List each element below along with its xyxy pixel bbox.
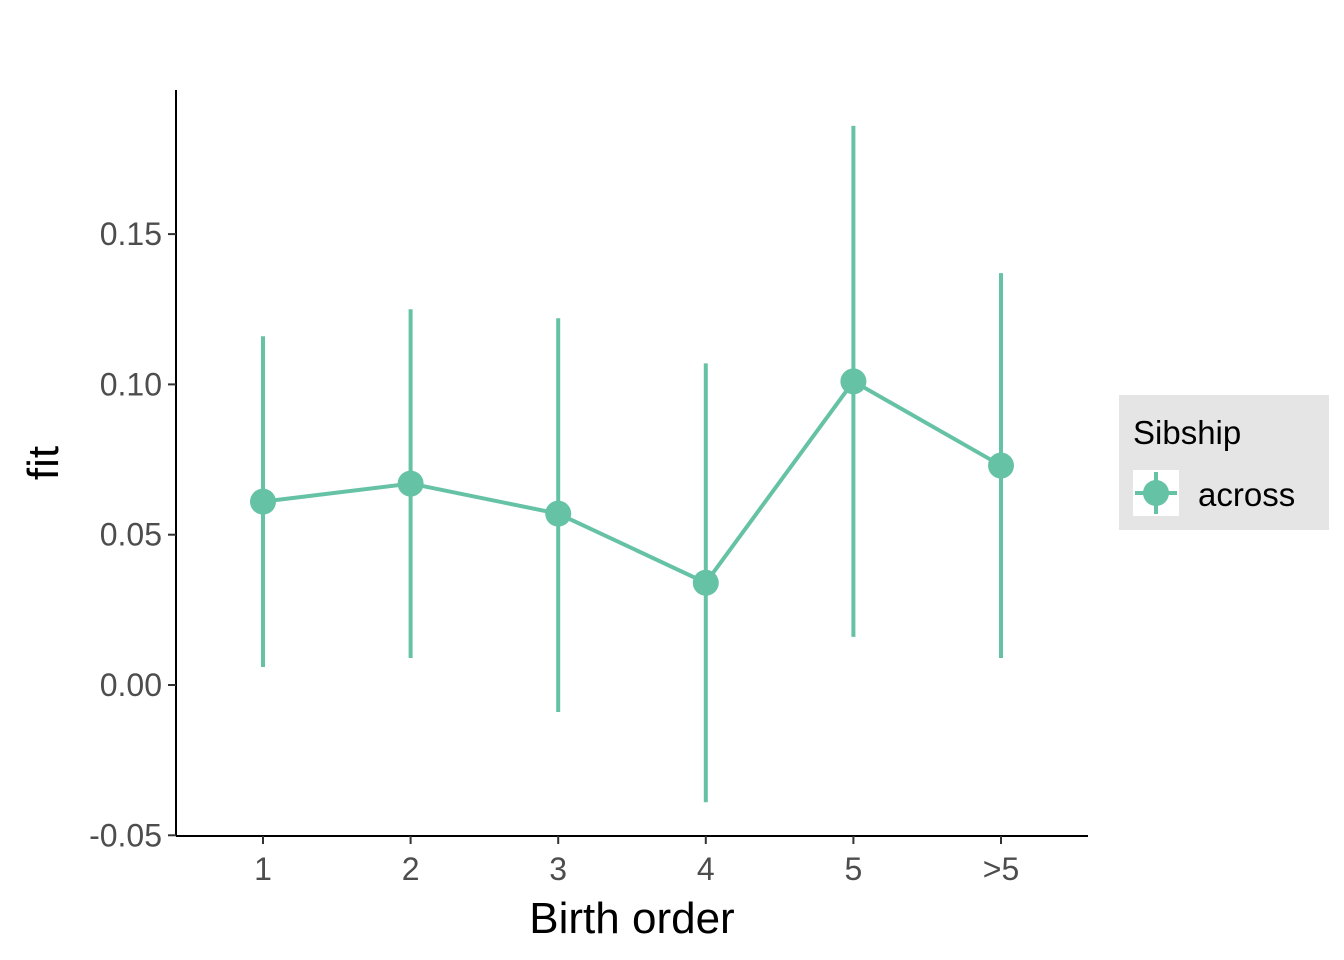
x-axis-title: Birth order [529, 894, 734, 943]
plot-marks [250, 125, 1014, 803]
data-point [692, 569, 719, 596]
data-point [397, 470, 424, 497]
data-point [545, 500, 572, 527]
y-tick-label: -0.05 [89, 817, 162, 853]
y-tick-label: 0.15 [100, 216, 162, 252]
x-tick-label: 1 [254, 851, 272, 887]
legend-label-across: across [1198, 476, 1295, 513]
x-tick-label: 3 [549, 851, 567, 887]
x-tick-label: 2 [402, 851, 420, 887]
x-tick-label: >5 [983, 851, 1019, 887]
x-axis: 1 2 3 4 5 >5 [176, 835, 1088, 887]
legend-key-point [1143, 480, 1169, 506]
x-tick-label: 4 [697, 851, 715, 887]
y-axis: -0.05 0.00 0.05 0.10 0.15 [89, 90, 177, 853]
y-tick-label: 0.10 [100, 366, 162, 402]
x-tick-label: 5 [845, 851, 863, 887]
legend-title: Sibship [1133, 414, 1241, 451]
data-point [250, 488, 276, 515]
series-line-across [262, 379, 1002, 585]
data-point [988, 452, 1014, 479]
y-tick-label: 0.00 [100, 667, 162, 703]
legend: Sibship across [1119, 395, 1329, 530]
y-tick-label: 0.05 [100, 517, 162, 553]
data-point [840, 368, 867, 395]
y-axis-title: fit [19, 446, 68, 480]
